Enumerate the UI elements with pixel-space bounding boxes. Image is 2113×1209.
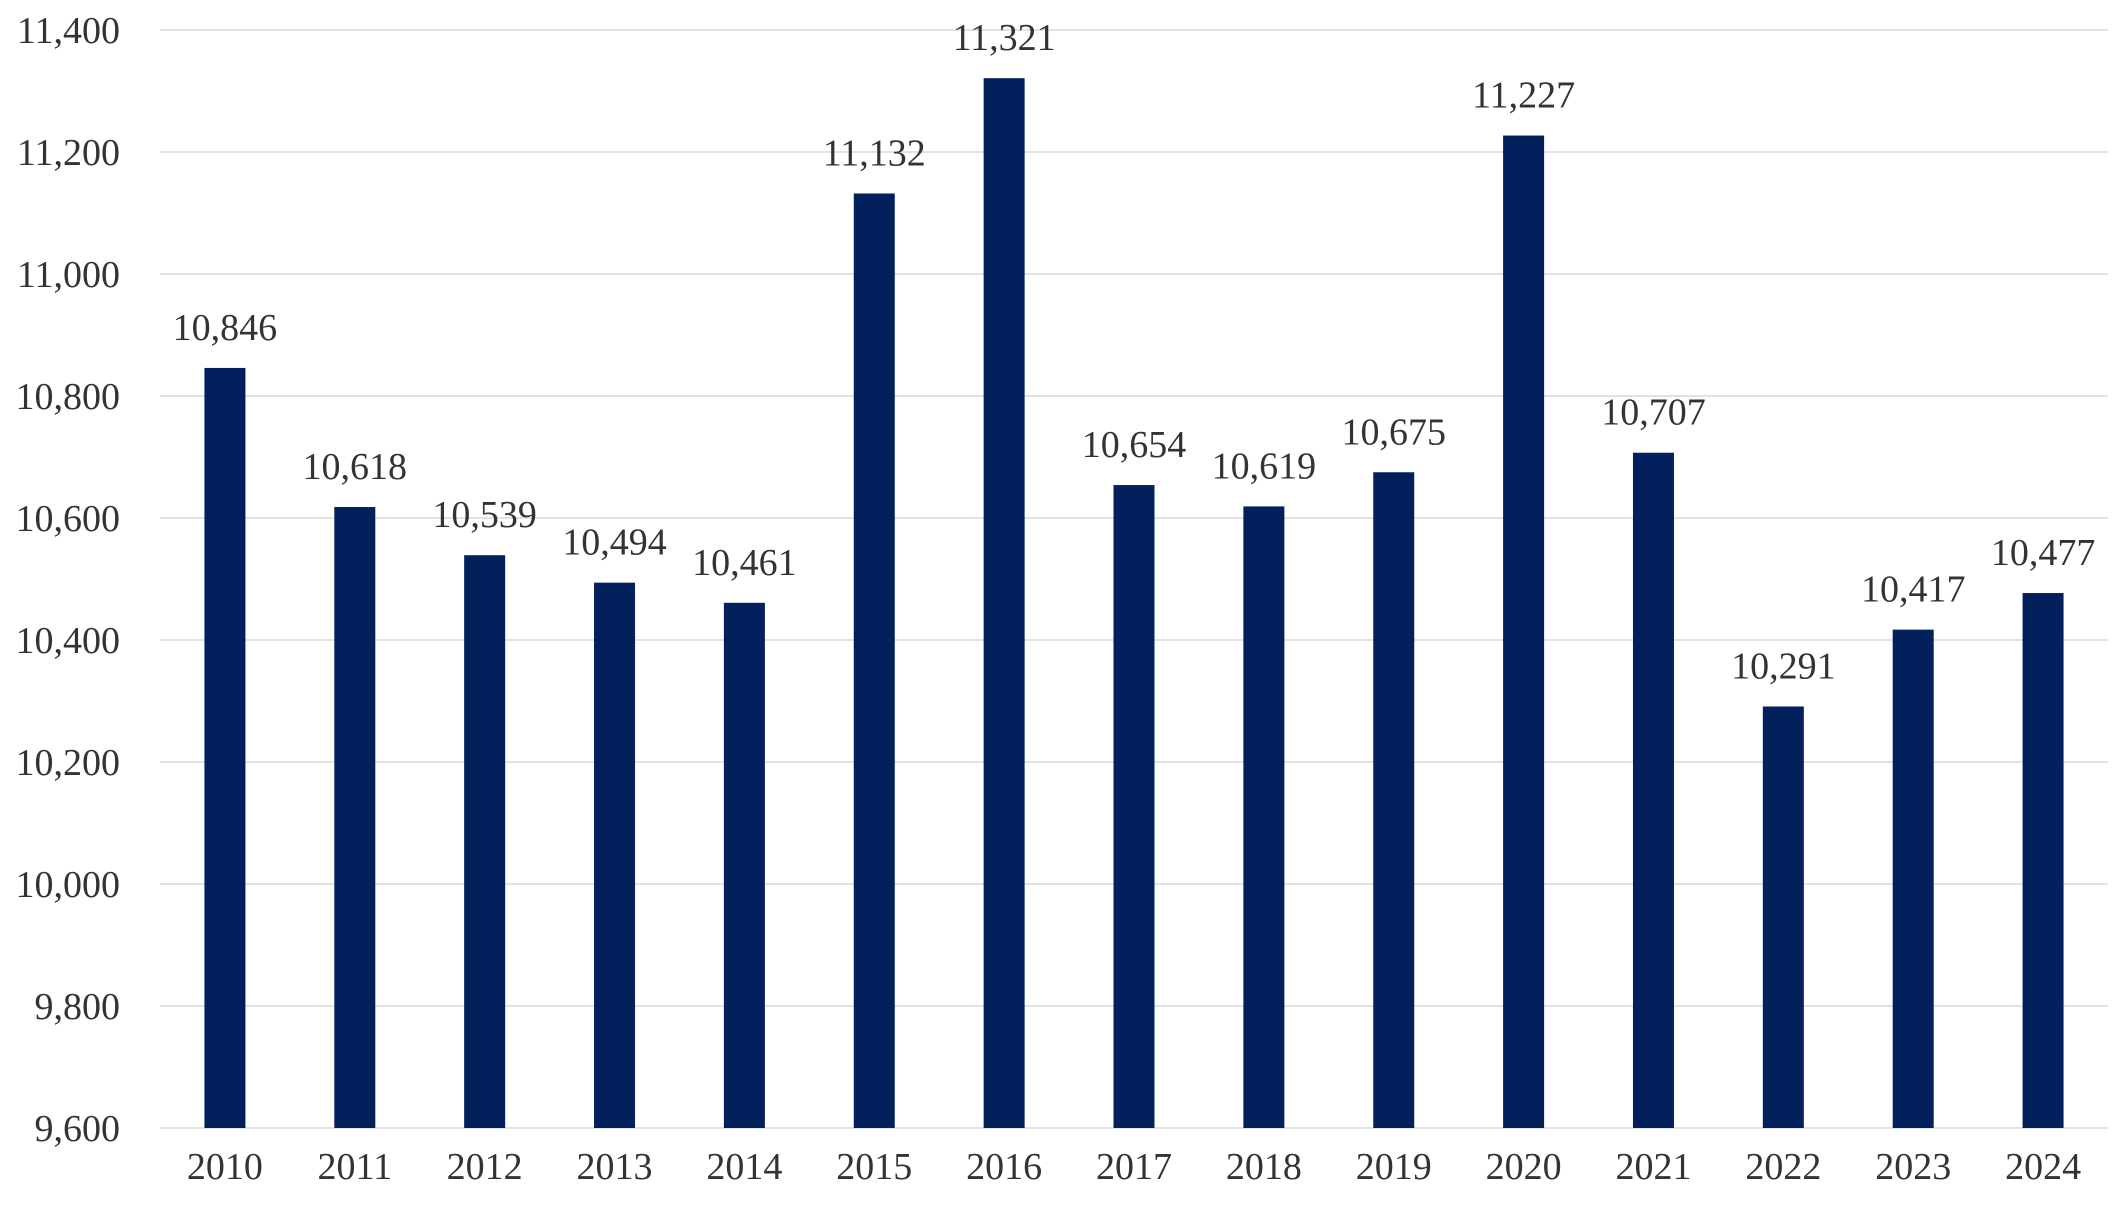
data-label-2021: 10,707: [1601, 392, 1706, 434]
x-category-label: 2018: [1226, 1146, 1302, 1188]
x-category-label: 2012: [447, 1146, 523, 1188]
x-category-label: 2021: [1615, 1146, 1691, 1188]
bar-2017: [1113, 485, 1155, 1128]
x-category-label: 2013: [577, 1146, 653, 1188]
bar-2020: [1503, 135, 1545, 1128]
data-label-2023: 10,417: [1861, 569, 1966, 611]
data-label-2012: 10,539: [432, 494, 537, 536]
x-category-label: 2010: [187, 1146, 263, 1188]
y-tick-label: 9,600: [35, 1108, 121, 1150]
bar-2021: [1632, 452, 1674, 1129]
data-label-2015: 11,132: [823, 132, 926, 174]
data-label-2013: 10,494: [562, 522, 667, 564]
y-tick-label: 10,600: [16, 498, 121, 540]
x-category-label: 2019: [1356, 1146, 1432, 1188]
bars: [204, 78, 2064, 1129]
y-tick-label: 10,000: [16, 864, 121, 906]
data-label-2014: 10,461: [692, 542, 797, 584]
bar-2010: [204, 367, 246, 1128]
bar-2013: [594, 582, 636, 1128]
y-tick-label: 10,800: [16, 376, 121, 418]
y-axis-tick-labels: 9,600 9,800 10,000 10,200 10,400 10,600 10,800…: [16, 10, 121, 1150]
x-category-label: 2023: [1875, 1146, 1951, 1188]
y-tick-label: 11,400: [17, 10, 120, 52]
x-category-label: 2017: [1096, 1146, 1172, 1188]
bar-2024: [2022, 593, 2064, 1128]
x-axis-category-labels: 2010 2011 2012 2013 2014 2015 2016 2017 2018 2019…: [187, 1146, 2081, 1188]
bar-2012: [464, 555, 506, 1128]
data-label-2018: 10,619: [1212, 445, 1317, 487]
data-label-2016: 11,321: [953, 17, 1056, 59]
x-category-label: 2011: [318, 1146, 393, 1188]
data-label-2022: 10,291: [1731, 645, 1836, 687]
y-tick-label: 10,200: [16, 742, 121, 784]
x-category-label: 2020: [1486, 1146, 1562, 1188]
y-tick-label: 10,400: [16, 620, 121, 662]
bar-2019: [1373, 472, 1415, 1128]
bar-2014: [723, 602, 765, 1128]
bar-2022: [1762, 706, 1804, 1128]
bar-2016: [983, 78, 1025, 1129]
bar-2015: [853, 193, 895, 1129]
bar-2011: [334, 507, 376, 1128]
x-category-label: 2022: [1745, 1146, 1821, 1188]
data-labels: 10,846 10,618 10,539 10,494 10,461 11,132 11,3…: [173, 17, 2096, 687]
y-tick-label: 11,000: [17, 254, 120, 296]
bar-2023: [1892, 629, 1934, 1128]
data-label-2011: 10,618: [303, 446, 408, 488]
x-category-label: 2014: [706, 1146, 782, 1188]
bar-2018: [1243, 506, 1285, 1128]
data-label-2019: 10,675: [1341, 411, 1446, 453]
data-label-2020: 11,227: [1472, 75, 1575, 117]
data-label-2024: 10,477: [1991, 532, 2096, 574]
data-label-2017: 10,654: [1082, 424, 1187, 466]
x-category-label: 2015: [836, 1146, 912, 1188]
x-category-label: 2016: [966, 1146, 1042, 1188]
data-label-2010: 10,846: [173, 307, 278, 349]
x-category-label: 2024: [2005, 1146, 2081, 1188]
y-tick-label: 9,800: [35, 986, 121, 1028]
y-tick-label: 11,200: [17, 132, 120, 174]
